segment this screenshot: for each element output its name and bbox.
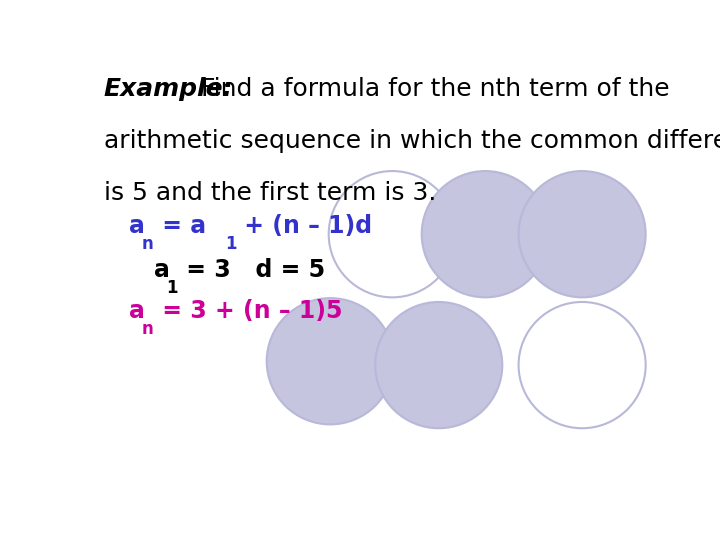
Text: is 5 and the first term is 3.: is 5 and the first term is 3. <box>104 181 436 205</box>
Text: arithmetic sequence in which the common difference: arithmetic sequence in which the common … <box>104 129 720 153</box>
Text: a: a <box>129 214 145 238</box>
Ellipse shape <box>266 298 394 424</box>
Text: 1: 1 <box>225 235 237 253</box>
Ellipse shape <box>518 171 646 298</box>
Text: Find a formula for the nth term of the: Find a formula for the nth term of the <box>193 77 670 102</box>
Text: n: n <box>141 235 153 253</box>
Text: n: n <box>141 320 153 338</box>
Ellipse shape <box>375 302 503 428</box>
Text: = a: = a <box>153 214 206 238</box>
Text: a: a <box>129 300 145 323</box>
Text: + (n – 1)d: + (n – 1)d <box>236 214 372 238</box>
Text: = 3   d = 5: = 3 d = 5 <box>178 258 325 282</box>
Text: a: a <box>153 258 169 282</box>
Ellipse shape <box>422 171 549 298</box>
Text: 1: 1 <box>166 279 177 296</box>
Text: = 3 + (n – 1)5: = 3 + (n – 1)5 <box>153 300 342 323</box>
Text: Example:: Example: <box>104 77 233 102</box>
